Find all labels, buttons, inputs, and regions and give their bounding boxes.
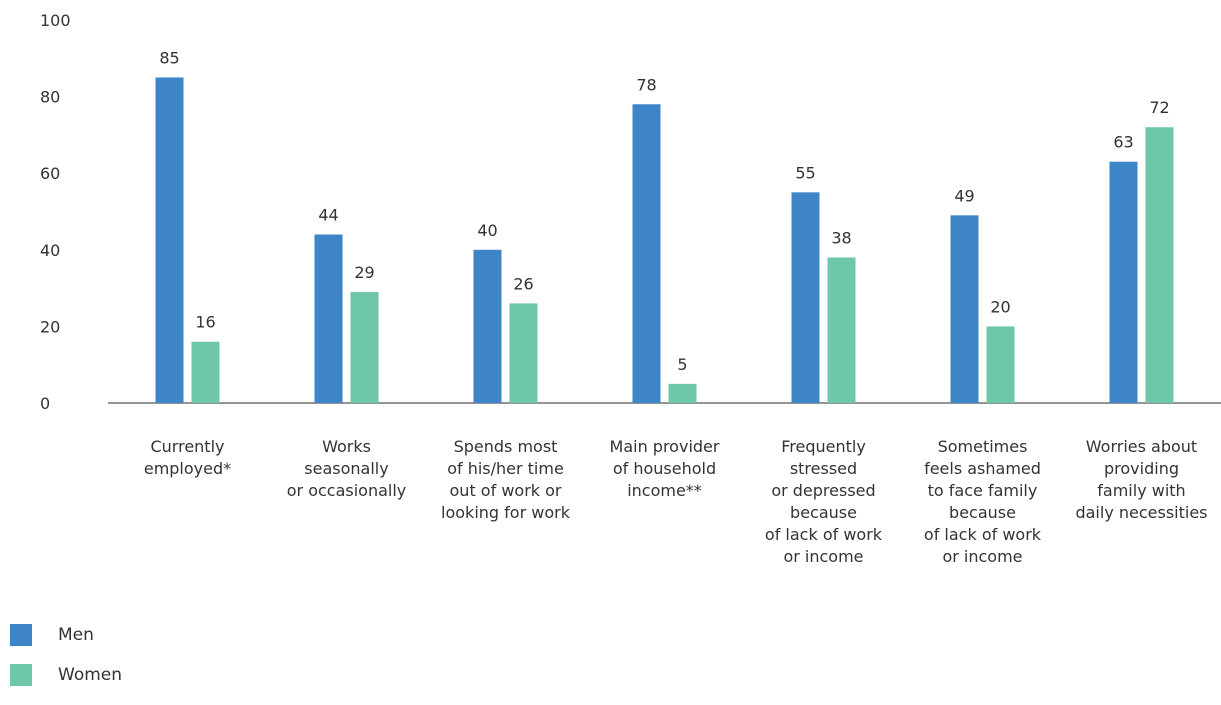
bar-men <box>314 234 343 403</box>
category-label: Main provider of household income** <box>610 437 720 500</box>
legend-label-men: Men <box>58 625 94 645</box>
y-tick-label: 100 <box>40 11 71 30</box>
y-tick-label: 60 <box>40 164 60 183</box>
bar-men <box>632 104 661 403</box>
y-tick-label: 20 <box>40 317 60 336</box>
category-labels: Currently employed* Works seasonally or occa… <box>144 437 1208 566</box>
bar-women <box>509 303 538 403</box>
value-label-women: 29 <box>354 263 374 282</box>
category-label: Works seasonally or occasionally <box>287 437 407 500</box>
category-label: Frequently stressed or depressed because of … <box>765 437 883 566</box>
value-label-men: 44 <box>318 205 338 224</box>
value-label-women: 16 <box>195 313 215 332</box>
value-label-men: 55 <box>795 163 815 182</box>
y-tick-label: 0 <box>40 394 50 413</box>
legend-swatch-men <box>10 624 32 646</box>
value-label-women: 72 <box>1149 98 1169 117</box>
value-label-men: 40 <box>477 221 497 240</box>
bar-women <box>350 291 379 403</box>
bar-men <box>1109 161 1138 403</box>
legend: Men Women <box>10 624 123 705</box>
y-tick-label: 80 <box>40 88 60 107</box>
bar-women <box>986 326 1015 403</box>
bar-women <box>191 341 220 403</box>
bar-men <box>473 249 502 403</box>
value-label-men: 78 <box>636 75 656 94</box>
value-label-women: 20 <box>990 297 1010 316</box>
bar-men <box>950 215 979 403</box>
category-label: Spends most of his/her time out of work or… <box>441 437 571 522</box>
value-label-women: 5 <box>677 355 687 374</box>
legend-item-men: Men <box>10 624 122 646</box>
value-label-men: 63 <box>1113 133 1133 152</box>
legend-item-women: Women <box>10 664 123 686</box>
category-label: Sometimes feels ashamed to face family beca… <box>924 437 1042 566</box>
category-label: Currently employed* <box>144 437 231 478</box>
value-label-men: 49 <box>954 186 974 205</box>
bar-men <box>155 77 184 403</box>
y-axis-ticks: 0 20 40 60 80 100 <box>40 11 71 413</box>
y-tick-label: 40 <box>40 241 60 260</box>
legend-label-women: Women <box>58 665 123 685</box>
bar-women <box>668 383 697 403</box>
value-label-women: 38 <box>831 228 851 247</box>
bar-women <box>827 257 856 403</box>
value-label-women: 26 <box>513 274 533 293</box>
legend-swatch-women <box>10 664 32 686</box>
bar-men <box>791 192 820 403</box>
category-label: Worries about providing family with daily n… <box>1075 437 1207 522</box>
bars <box>155 77 1174 404</box>
bar-women <box>1145 127 1174 404</box>
value-label-men: 85 <box>159 48 179 67</box>
